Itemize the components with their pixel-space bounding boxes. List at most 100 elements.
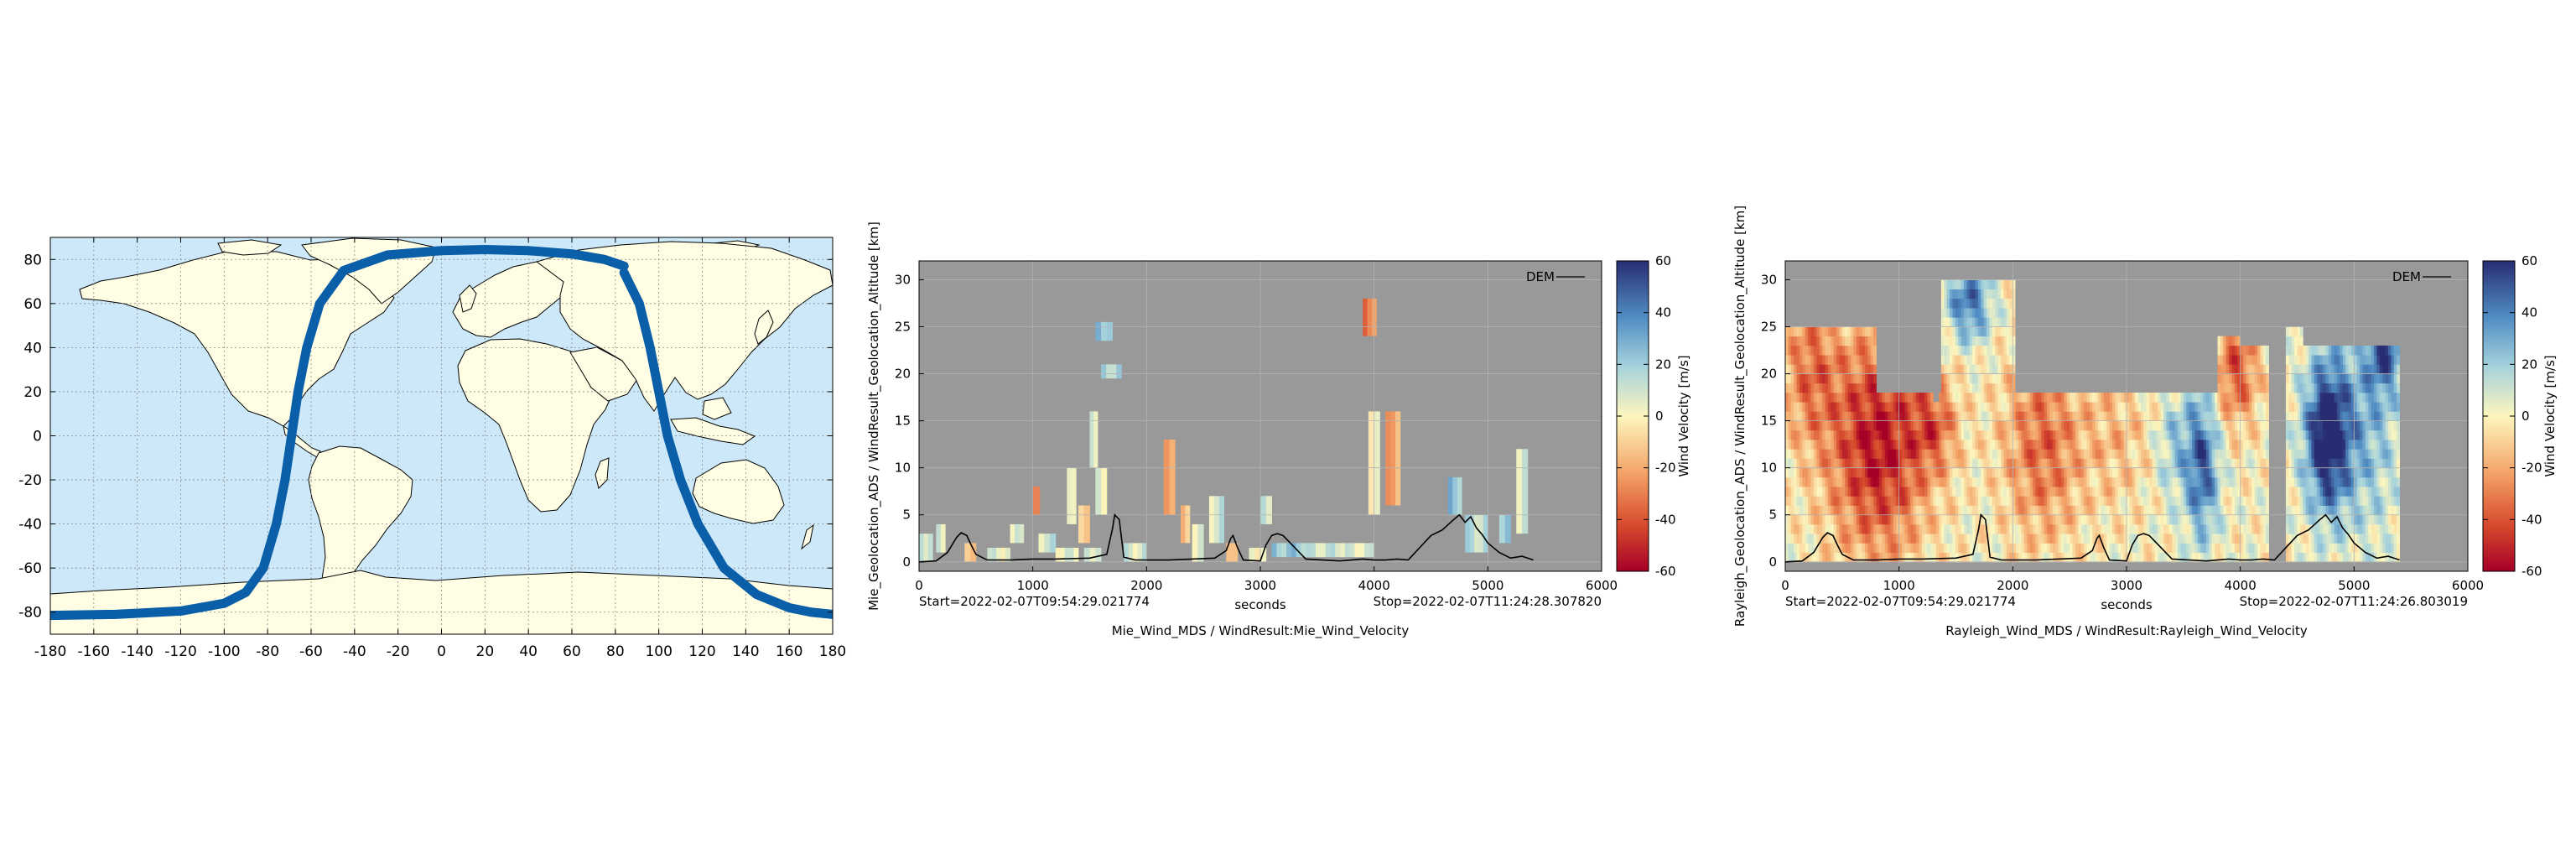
rayleigh-wind-cell bbox=[1921, 440, 1925, 450]
rayleigh-wind-cell bbox=[2342, 476, 2346, 487]
rayleigh-wind-cell bbox=[2254, 402, 2258, 412]
rayleigh-wind-cell bbox=[2109, 543, 2113, 553]
rayleigh-wind-cell bbox=[1864, 345, 1868, 356]
rayleigh-wind-cell bbox=[1788, 496, 1792, 506]
rayleigh-wind-cell bbox=[2217, 345, 2221, 356]
rayleigh-wind-cell bbox=[2172, 392, 2176, 403]
rayleigh-wind-cell bbox=[2246, 420, 2250, 431]
mie-wind-cell bbox=[1095, 547, 1102, 562]
rayleigh-wind-cell bbox=[2055, 552, 2059, 563]
rayleigh-wind-cell bbox=[2009, 440, 2013, 450]
mie-wind-cell bbox=[1073, 547, 1079, 562]
rayleigh-wind-cell bbox=[1882, 487, 1886, 497]
rayleigh-wind-cell bbox=[2200, 476, 2204, 487]
rayleigh-wind-cell bbox=[2334, 392, 2338, 403]
rayleigh-wind-cell bbox=[2323, 543, 2326, 553]
rayleigh-wind-cell bbox=[1972, 523, 1976, 534]
rayleigh-wind-cell bbox=[1805, 355, 1809, 365]
rayleigh-wind-cell bbox=[1794, 496, 1797, 506]
rayleigh-wind-cell bbox=[2163, 402, 2167, 412]
rayleigh-wind-cell bbox=[1972, 420, 1976, 431]
rayleigh-wind-cell bbox=[1873, 402, 1877, 412]
rayleigh-wind-cell bbox=[1958, 523, 1962, 534]
rayleigh-wind-cell bbox=[2075, 458, 2079, 469]
rayleigh-wind-cell bbox=[2285, 411, 2289, 422]
rayleigh-wind-cell bbox=[1802, 402, 1806, 412]
rayleigh-wind-cell bbox=[2112, 543, 2116, 553]
rayleigh-wind-cell bbox=[2149, 467, 2153, 478]
rayleigh-wind-cell bbox=[2140, 420, 2144, 431]
rayleigh-wind-cell bbox=[1995, 505, 1999, 516]
rayleigh-wind-cell bbox=[2052, 449, 2056, 459]
rayleigh-wind-cell bbox=[2288, 383, 2293, 393]
rayleigh-wind-cell bbox=[2319, 523, 2324, 534]
rayleigh-wind-cell bbox=[2035, 523, 2039, 534]
rayleigh-wind-cell bbox=[1987, 345, 1990, 356]
rayleigh-wind-cell bbox=[1952, 308, 1956, 318]
rayleigh-wind-cell bbox=[1921, 487, 1925, 497]
rayleigh-wind-cell bbox=[2336, 411, 2340, 422]
rayleigh-wind-cell bbox=[1796, 336, 1800, 346]
rayleigh-wind-cell bbox=[1946, 355, 1950, 365]
rayleigh-wind-cell bbox=[1862, 496, 1866, 506]
rayleigh-wind-cell bbox=[2018, 458, 2022, 469]
rayleigh-wind-cell bbox=[2266, 392, 2269, 403]
rayleigh-wind-cell bbox=[2044, 458, 2048, 469]
rayleigh-wind-cell bbox=[1831, 383, 1835, 393]
rayleigh-wind-cell bbox=[2049, 552, 2054, 563]
rayleigh-wind-cell bbox=[2168, 543, 2173, 553]
rayleigh-wind-cell bbox=[1997, 326, 2002, 337]
rayleigh-wind-cell bbox=[2211, 476, 2215, 487]
rayleigh-wind-cell bbox=[2121, 411, 2125, 422]
rayleigh-wind-cell bbox=[2012, 534, 2016, 544]
rayleigh-wind-cell bbox=[1794, 402, 1797, 412]
rayleigh-wind-cell bbox=[1950, 355, 1953, 365]
rayleigh-wind-cell bbox=[1929, 420, 1934, 431]
rayleigh-wind-cell bbox=[2098, 449, 2101, 459]
rayleigh-wind-cell bbox=[2158, 467, 2162, 478]
rayleigh-wind-cell bbox=[1972, 326, 1976, 337]
rayleigh-wind-cell bbox=[1839, 543, 1843, 553]
rayleigh-wind-cell bbox=[2251, 534, 2256, 544]
rayleigh-wind-cell bbox=[2200, 487, 2204, 497]
rayleigh-wind-cell bbox=[2058, 534, 2062, 544]
rayleigh-wind-cell bbox=[2299, 534, 2303, 544]
rayleigh-wind-cell bbox=[2095, 430, 2099, 440]
rayleigh-wind-cell bbox=[2135, 467, 2138, 478]
rayleigh-wind-cell bbox=[1989, 476, 1993, 487]
rayleigh-wind-cell bbox=[2012, 523, 2016, 534]
rayleigh-wind-cell bbox=[1808, 523, 1811, 534]
rayleigh-wind-cell bbox=[1924, 552, 1928, 563]
rayleigh-wind-cell bbox=[2209, 523, 2213, 534]
rayleigh-wind-cell bbox=[2044, 543, 2048, 553]
rayleigh-wind-cell bbox=[1794, 449, 1797, 459]
rayleigh-wind-cell bbox=[2243, 476, 2246, 487]
rayleigh-wind-cell bbox=[2086, 458, 2090, 469]
rayleigh-wind-cell bbox=[1952, 420, 1956, 431]
rayleigh-wind-cell bbox=[2294, 402, 2298, 412]
rayleigh-wind-cell bbox=[2172, 505, 2176, 516]
rayleigh-wind-cell bbox=[1870, 402, 1874, 412]
rayleigh-wind-cell bbox=[1878, 449, 1883, 459]
rayleigh-wind-cell bbox=[2044, 487, 2048, 497]
rayleigh-wind-cell bbox=[1813, 392, 1817, 403]
rayleigh-wind-cell bbox=[2342, 487, 2346, 497]
rayleigh-wind-cell bbox=[1933, 523, 1937, 534]
rayleigh-wind-cell bbox=[2262, 487, 2267, 497]
rayleigh-wind-cell bbox=[1878, 392, 1883, 403]
rayleigh-wind-cell bbox=[1847, 420, 1852, 431]
rayleigh-wind-cell bbox=[1913, 467, 1917, 478]
continent-australia bbox=[692, 459, 785, 524]
rayleigh-wind-cell bbox=[1851, 534, 1854, 544]
rayleigh-wind-cell bbox=[2015, 411, 2019, 422]
rayleigh-wind-cell bbox=[2095, 543, 2099, 553]
rayleigh-wind-cell bbox=[2334, 476, 2338, 487]
rayleigh-wind-cell bbox=[1839, 514, 1843, 525]
rayleigh-wind-cell bbox=[2049, 496, 2054, 506]
rayleigh-wind-cell bbox=[1896, 402, 1900, 412]
rayleigh-wind-cell bbox=[1867, 430, 1872, 440]
rayleigh-wind-cell bbox=[1907, 543, 1911, 553]
rayleigh-wind-cell bbox=[2001, 326, 2004, 337]
rayleigh-wind-cell bbox=[2178, 496, 2181, 506]
rayleigh-wind-cell bbox=[2314, 345, 2318, 356]
